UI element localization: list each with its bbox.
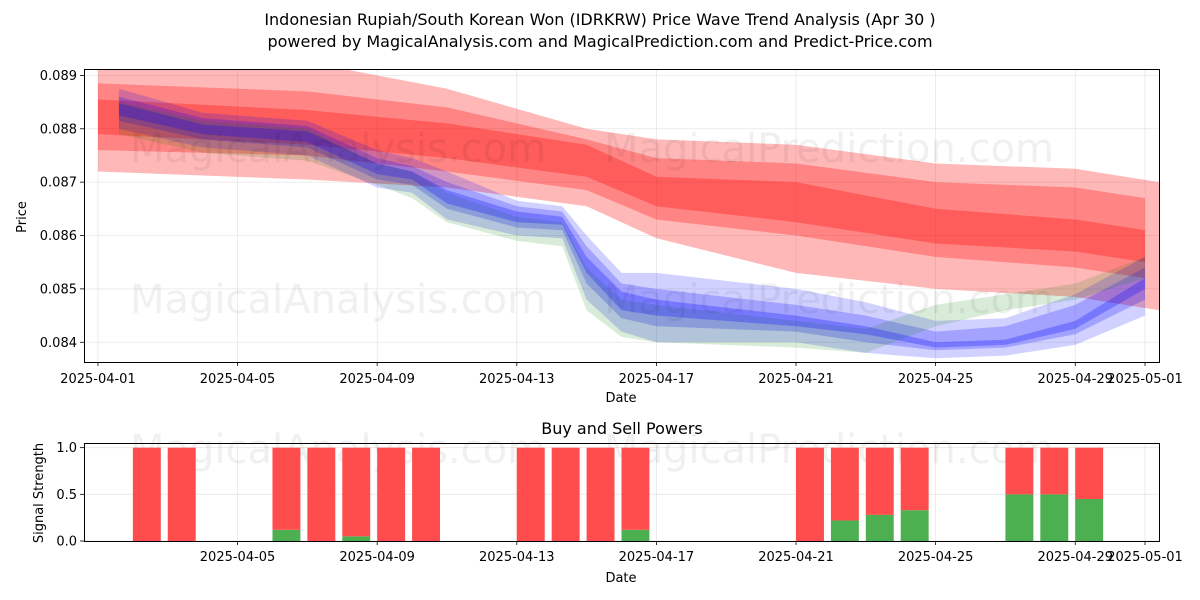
price-grid [84,69,1159,362]
x-tick-label: 2025-04-29 [1037,550,1113,565]
price-band [98,83,1145,279]
sell-bar [1040,447,1069,495]
x-tick-label: 2025-04-21 [758,372,834,387]
signal-plot-frame [84,443,1160,542]
signal-x-axis-label: Date [605,571,636,586]
watermark-text: MagicalPrediction.com [604,126,1054,172]
buy-bar [830,520,859,541]
sell-bar [1075,447,1104,499]
y-tick-label: 0.086 [40,229,77,244]
watermark-text: MagicalAnalysis.com [130,277,546,323]
x-tick-label: 2025-04-29 [1037,372,1113,387]
sell-bar [830,447,859,521]
x-tick-label: 2025-05-01 [1107,550,1183,565]
band-group [98,69,1159,359]
x-tick-label: 2025-04-17 [619,550,695,565]
buy-bar [1040,494,1069,541]
x-tick-label: 2025-04-25 [898,372,974,387]
sell-bar [865,447,894,515]
y-tick-label: 0.0 [56,535,77,550]
price-band [118,103,1145,348]
sell-bar [516,447,545,541]
sell-bar [272,447,301,530]
buy-bar [621,529,650,541]
y-tick-label: 0.088 [40,122,77,137]
watermark-text: MagicalAnalysis.com [130,427,546,473]
x-tick-label: 2025-04-05 [200,550,276,565]
sell-bar [132,447,161,541]
price-band [98,69,1159,311]
x-tick-label: 2025-04-13 [479,550,555,565]
lower-chart-title: Buy and Sell Powers [541,419,703,438]
y-tick-label: 1.0 [56,441,77,456]
watermark-text: MagicalPrediction.com [604,427,1054,473]
sell-bar [551,447,580,541]
sell-bar [412,447,441,541]
buy-bar [342,536,371,541]
y-tick-label: 0.087 [40,176,77,191]
signal-y-axis-label: Signal Strength [32,443,47,543]
signal-bars [132,447,1104,541]
sell-bar [307,447,336,541]
x-tick-label: 2025-05-01 [1107,372,1183,387]
x-tick-label: 2025-04-05 [200,372,276,387]
watermark-text: MagicalPrediction.com [604,277,1054,323]
sell-bar [586,447,615,541]
buy-bar [865,514,894,541]
y-tick-label: 0.5 [56,488,77,503]
sell-bar [796,447,824,541]
x-tick-label: 2025-04-13 [479,372,555,387]
sell-bar [900,447,929,511]
buy-bar [1075,499,1104,541]
x-tick-label: 2025-04-01 [60,372,136,387]
price-watermarks: MagicalAnalysis.com MagicalPrediction.co… [130,126,1054,323]
buy-bar [272,529,301,541]
price-band [118,96,1145,351]
price-band [118,88,1145,359]
price-band [118,102,1145,353]
x-tick-label: 2025-04-09 [339,550,415,565]
price-plot-frame [84,69,1160,363]
y-tick-label: 0.089 [40,69,77,84]
signal-axes: 2025-04-05 2025-04-09 2025-04-13 2025-04-17… [56,441,1183,565]
buy-bar [1005,494,1034,541]
sell-bar [167,447,196,541]
x-tick-label: 2025-04-25 [898,550,974,565]
sell-bar [1005,447,1034,495]
x-tick-label: 2025-04-09 [339,372,415,387]
buy-bar [900,510,929,541]
x-tick-label: 2025-04-21 [758,550,834,565]
price-bands [98,69,1159,359]
sell-bar [342,447,371,537]
price-y-axis-label: Price [15,201,30,233]
y-tick-label: 0.085 [40,282,77,297]
sell-bar [621,447,650,530]
x-tick-label: 2025-04-17 [619,372,695,387]
signal-watermarks: MagicalAnalysis.com MagicalPrediction.co… [130,427,1054,473]
sell-bar [377,447,406,541]
chart-subtitle: powered by MagicalAnalysis.com and Magic… [267,32,933,51]
price-x-axis-label: Date [605,391,636,406]
watermark-text: MagicalAnalysis.com [130,126,546,172]
chart-title: Indonesian Rupiah/South Korean Won (IDRK… [264,10,936,29]
price-band [98,99,1145,263]
price-axes: 2025-04-01 2025-04-05 2025-04-09 2025-04-13… [40,69,1183,387]
y-tick-label: 0.084 [40,336,77,351]
